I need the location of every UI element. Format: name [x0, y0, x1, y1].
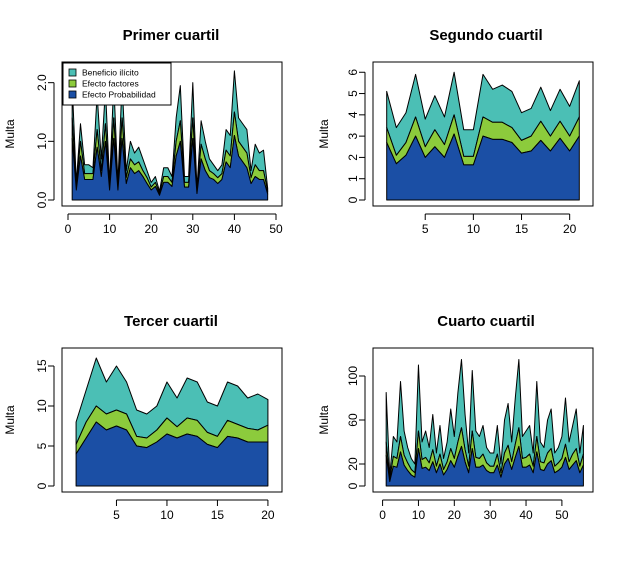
x-tick-label: 40 [519, 508, 533, 522]
y-tick-label: 0.0 [35, 191, 49, 208]
x-tick-label: 20 [448, 508, 462, 522]
x-tick-label: 30 [186, 222, 200, 236]
x-tick-label: 10 [103, 222, 117, 236]
x-tick-label: 10 [160, 508, 174, 522]
chart-title: Cuarto cuartil [437, 313, 535, 330]
y-axis-label: Multa [3, 405, 17, 435]
x-tick-label: 0 [65, 222, 72, 236]
x-tick-label: 15 [515, 222, 529, 236]
x-tick-label: 5 [422, 222, 429, 236]
y-tick-label: 3 [346, 132, 360, 139]
area-efecto-probabilidad [75, 421, 269, 487]
y-tick-label: 10 [35, 399, 49, 413]
plot-frame [372, 347, 594, 493]
y-tick-label: 2.0 [35, 74, 49, 91]
x-tick-label: 10 [412, 508, 426, 522]
y-axis-label: Multa [317, 405, 331, 435]
plot-frame [61, 347, 283, 493]
x-tick-label: 50 [269, 222, 283, 236]
chart-panel-2: Segundo cuartil Multa 5 10 15 20 0 1 2 3 4 5 6 [317, 27, 594, 236]
legend-label: Beneficio ilícito [82, 68, 139, 78]
y-axis-label: Multa [317, 119, 331, 149]
area-efecto-probabilidad [385, 445, 584, 487]
chart-title: Segundo cuartil [429, 27, 542, 44]
chart-panel-3: Tercer cuartil Multa 5 10 15 20 0 5 10 15 [3, 313, 283, 522]
y-tick-label: 6 [346, 69, 360, 76]
chart-panel-1: Primer cuartil Multa 0 10 20 30 40 50 0.0 1.0 2.0 B… [3, 27, 283, 236]
y-tick-label: 15 [35, 359, 49, 373]
y-tick-label: 4 [346, 111, 360, 118]
y-tick-label: 0 [35, 482, 49, 489]
x-tick-label: 5 [113, 508, 120, 522]
x-tick-label: 50 [555, 508, 569, 522]
legend-box [62, 62, 172, 106]
y-axis-label: Multa [3, 119, 17, 149]
y-tick-label: 60 [346, 413, 360, 427]
x-tick-label: 20 [261, 508, 275, 522]
chart-title: Primer cuartil [123, 27, 220, 44]
legend-label: Efecto factores [82, 79, 139, 89]
y-tick-label: 5 [346, 90, 360, 97]
chart-title: Tercer cuartil [124, 313, 218, 330]
y-tick-label: 20 [346, 457, 360, 471]
y-tick-label: 0 [346, 196, 360, 203]
x-tick-label: 20 [145, 222, 159, 236]
x-tick-label: 20 [563, 222, 577, 236]
x-tick-label: 15 [211, 508, 225, 522]
area-efecto-probabilidad [386, 133, 580, 201]
x-tick-label: 10 [467, 222, 481, 236]
legend-swatch [68, 79, 77, 88]
plot-frame [372, 61, 594, 207]
y-tick-label: 1 [346, 175, 360, 182]
x-tick-label: 30 [483, 508, 497, 522]
y-tick-label: 5 [35, 442, 49, 449]
chart-panel-4: Cuarto cuartil Multa 0 10 20 30 40 50 0 20 60 100 [317, 313, 594, 522]
plot-frame [61, 61, 283, 207]
x-tick-label: 0 [379, 508, 386, 522]
legend-swatch [68, 90, 77, 99]
y-tick-label: 0 [346, 482, 360, 489]
y-tick-label: 100 [346, 366, 360, 386]
x-tick-label: 40 [228, 222, 242, 236]
y-tick-label: 2 [346, 154, 360, 161]
legend-label: Efecto Probabilidad [82, 90, 156, 100]
y-tick-label: 1.0 [35, 133, 49, 150]
legend-swatch [68, 68, 77, 77]
area-efecto-probabilidad [71, 134, 269, 201]
